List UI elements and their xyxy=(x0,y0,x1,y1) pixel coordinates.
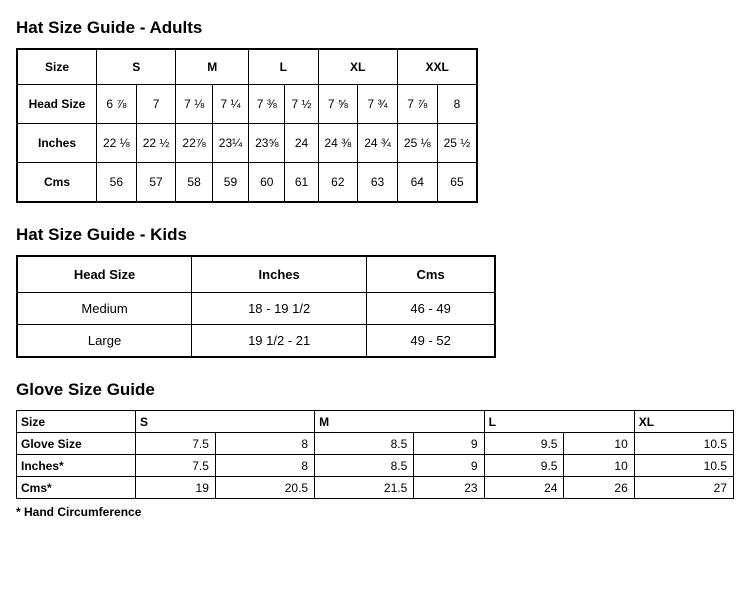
glove-size-row: Glove Size 7.5 8 8.5 9 9.5 10 10.5 xyxy=(17,433,734,455)
glove-cell: 27 xyxy=(634,477,733,499)
glove-cell: 10 xyxy=(564,433,634,455)
kids-header-row: Head Size Inches Cms xyxy=(17,256,495,293)
glove-cell: 10 xyxy=(564,455,634,477)
adults-cell: 7 ⅞ xyxy=(397,85,437,124)
adults-cell: 24 ⅜ xyxy=(318,124,358,163)
glove-inches-row: Inches* 7.5 8 8.5 9 9.5 10 10.5 xyxy=(17,455,734,477)
glove-footnote: * Hand Circumference xyxy=(16,505,738,519)
adults-headsize-label: Head Size xyxy=(17,85,97,124)
glove-size-xl: XL xyxy=(634,411,733,433)
glove-cell: 7.5 xyxy=(136,455,216,477)
glove-cell: 26 xyxy=(564,477,634,499)
kids-cell: Large xyxy=(17,325,192,358)
adults-cell: 23¼ xyxy=(212,124,248,163)
glove-cell: 21.5 xyxy=(315,477,414,499)
adults-headsize-row: Head Size 6 ⅞ 7 7 ⅛ 7 ¼ 7 ⅜ 7 ½ 7 ⅝ 7 ¾ … xyxy=(17,85,477,124)
adults-cell: 63 xyxy=(358,163,398,203)
kids-cell: 49 - 52 xyxy=(367,325,495,358)
glove-size-m: M xyxy=(315,411,484,433)
glove-inches-label: Inches* xyxy=(17,455,136,477)
glove-cell: 9.5 xyxy=(484,455,564,477)
kids-cell: 19 1/2 - 21 xyxy=(192,325,367,358)
glove-size-l: L xyxy=(484,411,634,433)
adults-cell: 24 ¾ xyxy=(358,124,398,163)
adults-cell: 7 xyxy=(136,85,176,124)
adults-cell: 22⅞ xyxy=(176,124,212,163)
glove-size-header: Size xyxy=(17,411,136,433)
adults-inches-label: Inches xyxy=(17,124,97,163)
adults-cell: 22 ⅛ xyxy=(97,124,137,163)
kids-cell: 46 - 49 xyxy=(367,293,495,325)
adults-size-xxl: XXL xyxy=(397,49,477,85)
adults-cell: 7 ¼ xyxy=(212,85,248,124)
adults-cell: 57 xyxy=(136,163,176,203)
adults-cell: 62 xyxy=(318,163,358,203)
glove-header-row: Size S M L XL xyxy=(17,411,734,433)
kids-col-cms: Cms xyxy=(367,256,495,293)
glove-cms-label: Cms* xyxy=(17,477,136,499)
adults-size-s: S xyxy=(97,49,176,85)
adults-cell: 8 xyxy=(437,85,477,124)
adults-cell: 58 xyxy=(176,163,212,203)
glove-cell: 9 xyxy=(414,455,484,477)
adults-cell: 23⅝ xyxy=(249,124,285,163)
kids-row-medium: Medium 18 - 19 1/2 46 - 49 xyxy=(17,293,495,325)
glove-cell: 8.5 xyxy=(315,455,414,477)
glove-cell: 9.5 xyxy=(484,433,564,455)
adults-cell: 24 xyxy=(285,124,318,163)
kids-row-large: Large 19 1/2 - 21 49 - 52 xyxy=(17,325,495,358)
kids-cell: 18 - 19 1/2 xyxy=(192,293,367,325)
adults-cell: 61 xyxy=(285,163,318,203)
glove-cell: 19 xyxy=(136,477,216,499)
glove-cell: 10.5 xyxy=(634,433,733,455)
adults-cell: 56 xyxy=(97,163,137,203)
kids-title: Hat Size Guide - Kids xyxy=(16,225,738,245)
adults-cell: 60 xyxy=(249,163,285,203)
adults-title: Hat Size Guide - Adults xyxy=(16,18,738,38)
glove-size-label: Glove Size xyxy=(17,433,136,455)
glove-cell: 8.5 xyxy=(315,433,414,455)
adults-cell: 59 xyxy=(212,163,248,203)
adults-table: Size S M L XL XXL Head Size 6 ⅞ 7 7 ⅛ 7 … xyxy=(16,48,478,203)
kids-col-inches: Inches xyxy=(192,256,367,293)
adults-size-l: L xyxy=(249,49,318,85)
adults-cell: 7 ⅝ xyxy=(318,85,358,124)
glove-cms-row: Cms* 19 20.5 21.5 23 24 26 27 xyxy=(17,477,734,499)
glove-cell: 24 xyxy=(484,477,564,499)
kids-col-headsize: Head Size xyxy=(17,256,192,293)
adults-cell: 7 ⅜ xyxy=(249,85,285,124)
adults-size-header: Size xyxy=(17,49,97,85)
adults-cell: 7 ¾ xyxy=(358,85,398,124)
glove-cell: 10.5 xyxy=(634,455,733,477)
adults-cell: 65 xyxy=(437,163,477,203)
glove-size-s: S xyxy=(136,411,315,433)
adults-cell: 25 ½ xyxy=(437,124,477,163)
adults-cell: 7 ½ xyxy=(285,85,318,124)
glove-cell: 7.5 xyxy=(136,433,216,455)
glove-cell: 23 xyxy=(414,477,484,499)
kids-table: Head Size Inches Cms Medium 18 - 19 1/2 … xyxy=(16,255,496,358)
adults-cell: 7 ⅛ xyxy=(176,85,212,124)
glove-cell: 8 xyxy=(215,455,314,477)
adults-cell: 25 ⅛ xyxy=(397,124,437,163)
glove-cell: 20.5 xyxy=(215,477,314,499)
glove-cell: 9 xyxy=(414,433,484,455)
adults-cell: 64 xyxy=(397,163,437,203)
glove-cell: 8 xyxy=(215,433,314,455)
adults-cms-label: Cms xyxy=(17,163,97,203)
adults-header-row: Size S M L XL XXL xyxy=(17,49,477,85)
glove-table: Size S M L XL Glove Size 7.5 8 8.5 9 9.5… xyxy=(16,410,734,499)
adults-cell: 6 ⅞ xyxy=(97,85,137,124)
adults-cell: 22 ½ xyxy=(136,124,176,163)
adults-size-xl: XL xyxy=(318,49,397,85)
adults-cms-row: Cms 56 57 58 59 60 61 62 63 64 65 xyxy=(17,163,477,203)
adults-inches-row: Inches 22 ⅛ 22 ½ 22⅞ 23¼ 23⅝ 24 24 ⅜ 24 … xyxy=(17,124,477,163)
kids-cell: Medium xyxy=(17,293,192,325)
glove-title: Glove Size Guide xyxy=(16,380,738,400)
adults-size-m: M xyxy=(176,49,249,85)
